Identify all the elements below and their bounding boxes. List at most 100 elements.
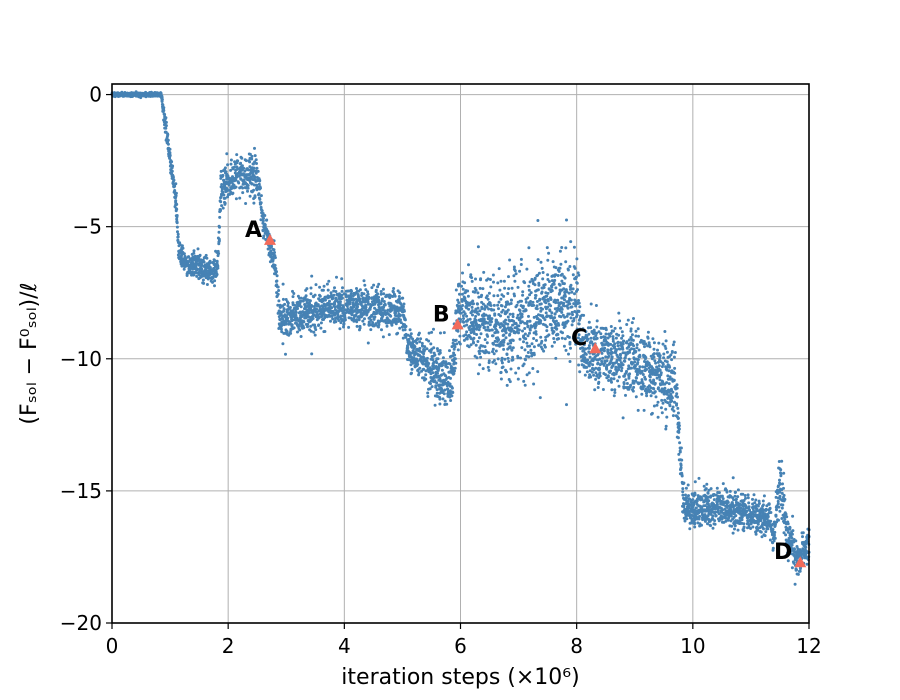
data-point bbox=[527, 284, 531, 288]
data-point bbox=[465, 330, 469, 334]
data-point bbox=[582, 313, 586, 317]
data-point bbox=[566, 268, 570, 272]
data-point bbox=[296, 307, 299, 311]
data-point bbox=[772, 533, 776, 537]
data-point bbox=[415, 341, 419, 345]
data-point bbox=[306, 322, 310, 326]
data-point bbox=[231, 191, 235, 195]
data-point bbox=[499, 377, 503, 381]
data-point bbox=[422, 352, 426, 356]
data-point bbox=[496, 330, 500, 334]
data-point bbox=[484, 313, 488, 317]
data-point bbox=[535, 304, 539, 308]
data-point bbox=[665, 381, 669, 385]
data-point bbox=[577, 273, 581, 277]
data-point bbox=[698, 514, 702, 518]
data-point bbox=[175, 217, 179, 221]
data-point bbox=[613, 342, 617, 346]
data-point bbox=[417, 331, 421, 335]
data-point bbox=[617, 333, 621, 337]
data-point bbox=[219, 200, 223, 204]
data-point bbox=[511, 358, 515, 362]
data-point bbox=[506, 308, 510, 312]
data-point bbox=[488, 314, 492, 318]
data-point bbox=[587, 320, 591, 324]
data-point bbox=[557, 269, 561, 273]
data-point bbox=[715, 502, 719, 506]
data-point bbox=[649, 394, 653, 398]
data-point bbox=[747, 501, 751, 505]
data-point bbox=[632, 317, 635, 320]
data-point bbox=[771, 527, 775, 531]
data-point bbox=[617, 384, 621, 388]
data-point bbox=[500, 361, 504, 365]
data-point bbox=[469, 273, 473, 277]
data-point bbox=[366, 341, 370, 345]
data-point bbox=[487, 368, 491, 372]
data-point bbox=[461, 287, 465, 291]
data-point bbox=[367, 323, 371, 327]
data-point bbox=[745, 509, 749, 513]
data-point bbox=[237, 181, 241, 185]
data-point bbox=[574, 275, 578, 279]
data-point bbox=[309, 286, 313, 290]
data-point bbox=[491, 273, 495, 277]
data-point bbox=[679, 466, 683, 470]
data-point bbox=[458, 334, 462, 338]
data-point bbox=[550, 344, 554, 348]
data-point bbox=[505, 353, 509, 356]
data-point bbox=[483, 345, 487, 349]
data-point bbox=[608, 334, 612, 338]
data-point bbox=[533, 296, 537, 300]
data-point bbox=[399, 321, 403, 325]
data-point bbox=[431, 358, 435, 362]
data-point bbox=[313, 293, 317, 297]
data-point bbox=[233, 171, 237, 175]
data-point bbox=[291, 318, 294, 322]
data-point bbox=[522, 379, 526, 383]
data-point bbox=[552, 330, 556, 334]
data-point bbox=[364, 305, 368, 309]
data-point bbox=[235, 165, 239, 169]
data-point bbox=[271, 258, 275, 262]
data-point bbox=[438, 351, 442, 355]
data-point bbox=[449, 399, 453, 402]
data-point bbox=[298, 302, 302, 306]
data-point bbox=[668, 365, 672, 369]
data-point bbox=[427, 331, 431, 335]
data-point bbox=[225, 189, 229, 193]
data-point bbox=[379, 301, 383, 305]
data-point bbox=[542, 286, 546, 289]
data-point bbox=[784, 512, 788, 516]
data-point bbox=[307, 311, 311, 315]
data-point bbox=[463, 296, 467, 300]
data-point bbox=[502, 347, 506, 351]
data-point bbox=[589, 336, 593, 340]
data-point bbox=[570, 290, 574, 294]
data-point bbox=[550, 326, 554, 330]
data-point bbox=[338, 303, 342, 307]
data-point bbox=[631, 389, 635, 393]
data-point bbox=[275, 274, 279, 278]
data-point bbox=[497, 300, 501, 304]
data-point bbox=[541, 277, 545, 281]
data-point bbox=[627, 357, 631, 361]
data-point bbox=[448, 362, 452, 366]
data-point bbox=[294, 311, 298, 314]
data-point bbox=[438, 383, 442, 387]
data-point bbox=[634, 395, 638, 399]
data-point bbox=[438, 376, 442, 380]
data-point bbox=[315, 307, 319, 311]
data-point bbox=[331, 317, 335, 321]
data-point bbox=[425, 356, 429, 360]
data-point bbox=[517, 331, 520, 335]
data-point bbox=[374, 288, 378, 292]
data-point bbox=[676, 416, 680, 420]
data-point bbox=[622, 382, 626, 386]
data-point bbox=[777, 518, 780, 522]
data-point bbox=[163, 113, 167, 116]
data-point bbox=[778, 478, 781, 482]
data-point bbox=[506, 292, 510, 295]
data-point bbox=[578, 305, 582, 309]
data-point bbox=[433, 353, 437, 357]
